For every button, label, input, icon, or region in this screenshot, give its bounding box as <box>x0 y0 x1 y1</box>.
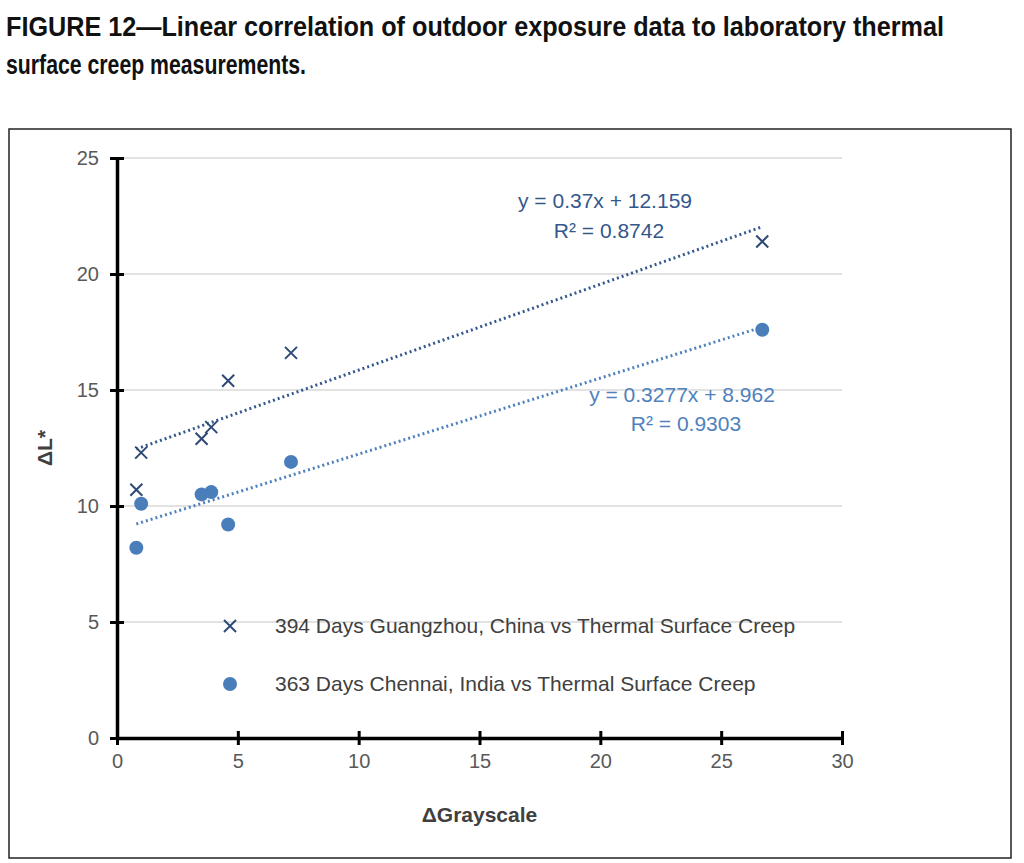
x-axis: 0 5 10 15 20 25 30 <box>112 731 854 772</box>
tick: 15 <box>469 731 491 772</box>
title: FIGURE 12—Linear correlation of outdoor … <box>6 12 944 80</box>
tick-mark <box>479 731 482 745</box>
tick: 15 <box>77 379 124 401</box>
point <box>129 541 143 555</box>
chart: FIGURE 12—Linear correlation of outdoor … <box>0 0 1024 863</box>
axis-line <box>116 159 120 739</box>
tick-mark <box>110 389 124 392</box>
tick-mark <box>720 731 723 745</box>
tick-label: 5 <box>233 750 244 772</box>
tick-label: 5 <box>88 611 99 633</box>
tick-label: 25 <box>77 147 99 169</box>
tick-label: 20 <box>77 263 99 285</box>
series <box>130 236 768 496</box>
tick-mark <box>110 737 124 740</box>
tick-label: 10 <box>77 495 99 517</box>
tick-label: 25 <box>711 750 733 772</box>
point <box>284 455 298 469</box>
tick-label: 0 <box>112 750 123 772</box>
tick-mark <box>110 157 124 160</box>
tick: 5 <box>88 611 124 633</box>
tick: 25 <box>77 147 124 169</box>
legend-item: 363 Days Chennai, India vs Thermal Surfa… <box>223 672 756 695</box>
trendline-equation: y = 0.37x + 12.159 <box>518 189 692 212</box>
point <box>756 236 768 248</box>
trendline-equation: y = 0.3277x + 8.962 <box>589 383 775 406</box>
tick-label: 20 <box>590 750 612 772</box>
tick-label: 15 <box>77 379 99 401</box>
tick-mark <box>110 273 124 276</box>
y-axis: 0 5 10 15 20 25 <box>77 147 124 749</box>
tick: 20 <box>590 731 612 772</box>
series <box>129 323 769 555</box>
legend: 394 Days Guangzhou, China vs Thermal Sur… <box>223 614 795 695</box>
point <box>285 347 297 359</box>
point <box>130 484 142 496</box>
point <box>135 447 147 459</box>
point <box>134 497 148 511</box>
tick: 25 <box>711 731 733 772</box>
x-axis-title: ΔGrayscale <box>422 803 538 826</box>
legend-marker <box>224 620 236 632</box>
tick-label: 10 <box>348 750 370 772</box>
point <box>205 421 217 433</box>
point <box>755 323 769 337</box>
tick-mark <box>358 731 361 745</box>
tick-label: 15 <box>469 750 491 772</box>
tick: 20 <box>77 263 124 285</box>
point <box>221 518 235 532</box>
tick-label: 30 <box>831 750 853 772</box>
legend-item: 394 Days Guangzhou, China vs Thermal Sur… <box>224 614 795 637</box>
legend-label: 363 Days Chennai, India vs Thermal Surfa… <box>275 672 756 695</box>
tick: 10 <box>77 495 124 517</box>
point <box>204 485 218 499</box>
point <box>196 433 208 445</box>
y-axis-title: ΔL* <box>33 429 56 466</box>
tick-mark <box>599 731 602 745</box>
grid <box>117 158 842 738</box>
legend-label: 394 Days Guangzhou, China vs Thermal Sur… <box>275 614 795 637</box>
trendline <box>136 227 762 449</box>
trendline-r2: R² = 0.8742 <box>554 219 664 242</box>
tick-mark <box>110 621 124 624</box>
tick-mark <box>841 731 844 745</box>
point <box>222 375 234 387</box>
tick-mark <box>237 731 240 745</box>
tick-label: 0 <box>88 727 99 749</box>
tick: 5 <box>233 731 244 772</box>
tick: 0 <box>88 727 124 749</box>
grid-line <box>117 505 842 507</box>
tick-mark <box>110 505 124 508</box>
legend-marker <box>223 677 237 691</box>
grid-line <box>117 157 842 159</box>
chart-frame <box>9 129 1011 858</box>
grid-line <box>117 273 842 275</box>
tick: 10 <box>348 731 370 772</box>
trendline-r2: R² = 0.9303 <box>631 412 741 435</box>
tick: 30 <box>831 731 853 772</box>
trendline <box>136 327 762 524</box>
